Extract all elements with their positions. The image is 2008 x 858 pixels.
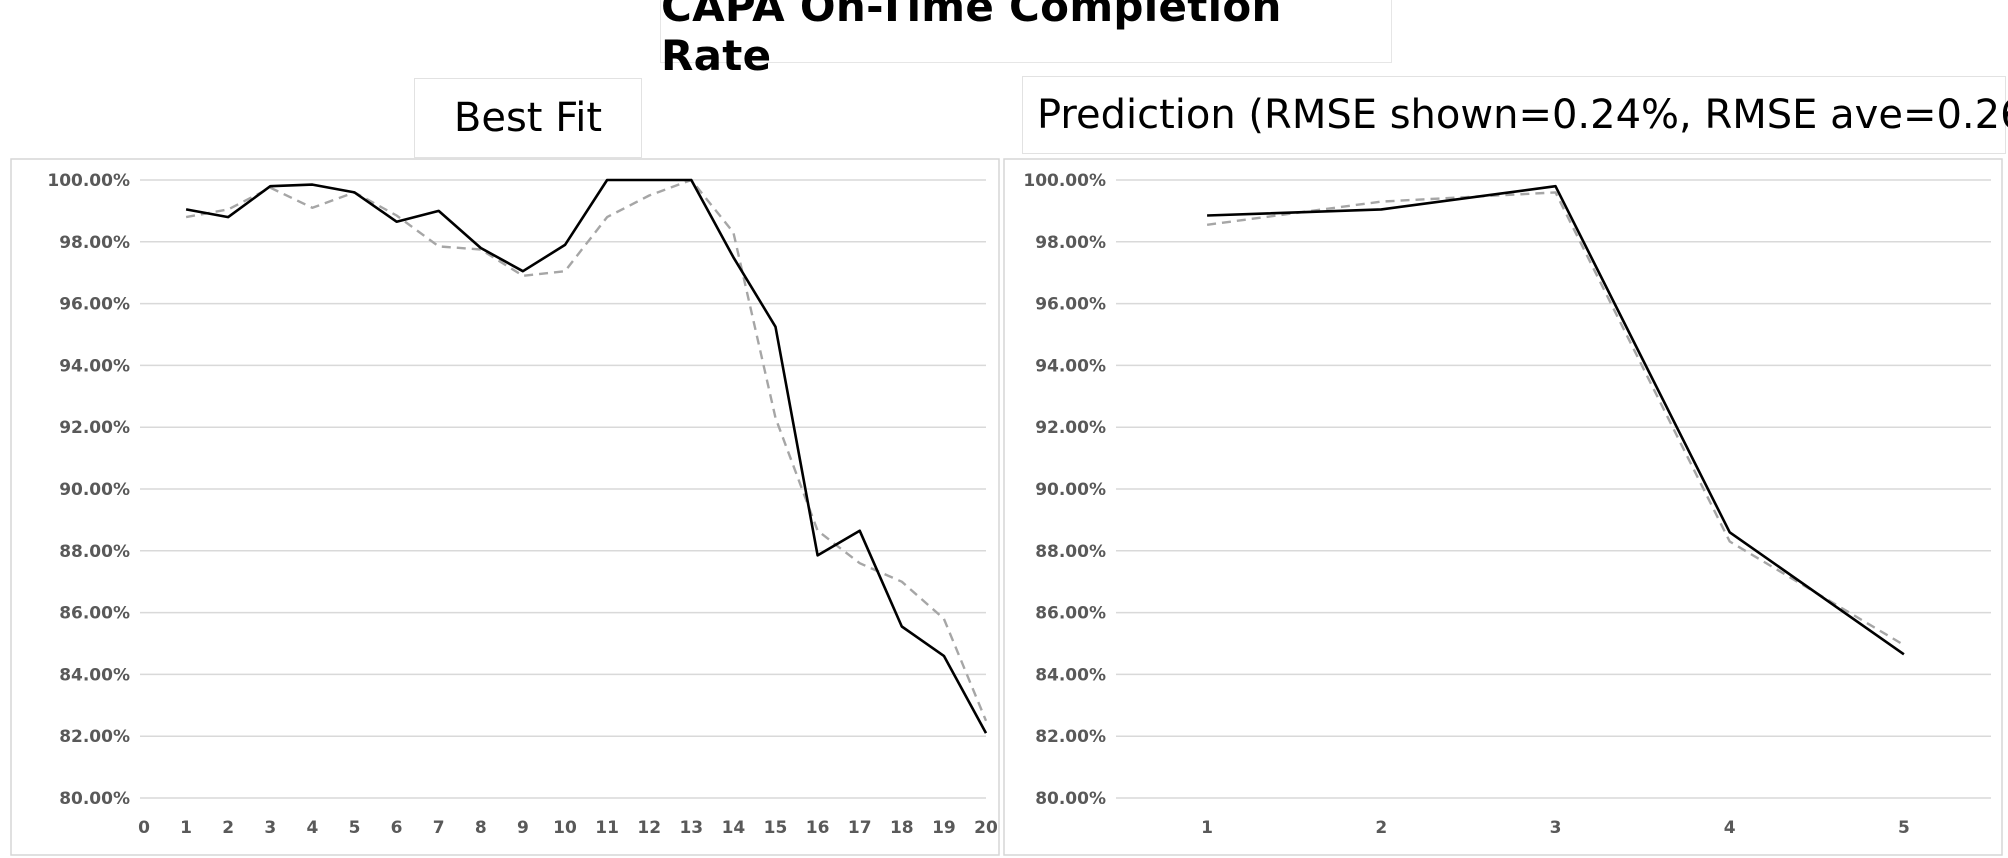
x-tick-label: 14 (722, 818, 746, 838)
x-tick-label: 11 (595, 818, 619, 838)
actual-series-line (185, 178, 988, 734)
x-tick-label: 4 (1724, 818, 1736, 838)
left-subtitle: Best Fit (453, 95, 603, 141)
fitted-series-line (185, 178, 988, 722)
y-tick-label: 96.00% (1035, 295, 1106, 315)
y-tick-label: 80.00% (59, 789, 130, 809)
x-tick-label: 20 (974, 818, 998, 838)
x-tick-label: 19 (932, 818, 956, 838)
y-tick-label: 86.00% (1035, 604, 1106, 624)
x-tick-label: 8 (475, 818, 487, 838)
actual-series-line (1207, 184, 1905, 656)
right-subtitle-box: Prediction (RMSE shown=0.24%, RMSE ave=0… (1022, 76, 2008, 154)
y-tick-label: 82.00% (1035, 727, 1106, 747)
y-tick-label: 98.00% (59, 233, 130, 253)
chart-title: CAPA On-Time Completion Rate (661, 0, 1282, 80)
y-tick-label: 82.00% (59, 727, 130, 747)
plot-frame (10, 158, 1000, 856)
x-tick-label: 18 (890, 818, 914, 838)
x-tick-label: 9 (517, 818, 529, 838)
left-subtitle-box: Best Fit (414, 78, 642, 158)
x-tick-label: 10 (553, 818, 577, 838)
y-tick-label: 84.00% (59, 665, 130, 685)
y-tick-label: 84.00% (1035, 665, 1106, 685)
y-tick-label: 98.00% (1035, 233, 1106, 253)
fitted-series-line (1206, 191, 1905, 647)
x-tick-label: 0 (138, 818, 150, 838)
y-tick-label: 94.00% (1035, 356, 1106, 376)
x-tick-label: 7 (433, 818, 445, 838)
plot-frame (1003, 158, 2003, 856)
x-tick-label: 13 (679, 818, 703, 838)
y-tick-label: 92.00% (1035, 418, 1106, 438)
chart-title-box: CAPA On-Time Completion Rate (660, 0, 1392, 80)
y-tick-label: 86.00% (59, 604, 130, 624)
x-tick-label: 1 (1201, 818, 1213, 838)
y-tick-label: 88.00% (59, 542, 130, 562)
x-tick-label: 12 (637, 818, 661, 838)
x-tick-label: 3 (264, 818, 276, 838)
y-tick-label: 90.00% (1035, 480, 1106, 500)
y-tick-label: 96.00% (59, 295, 130, 315)
y-tick-label: 90.00% (59, 480, 130, 500)
x-tick-label: 1 (180, 818, 192, 838)
x-tick-label: 2 (222, 818, 234, 838)
right-subtitle: Prediction (RMSE shown=0.24%, RMSE ave=0… (1037, 92, 2008, 138)
y-tick-label: 80.00% (1035, 789, 1106, 809)
y-tick-label: 94.00% (59, 356, 130, 376)
x-tick-label: 6 (391, 818, 403, 838)
x-tick-label: 17 (848, 818, 872, 838)
x-tick-label: 2 (1375, 818, 1387, 838)
x-tick-label: 5 (1898, 818, 1910, 838)
x-tick-label: 3 (1550, 818, 1562, 838)
y-tick-label: 88.00% (1035, 542, 1106, 562)
prediction-chart: 80.00% 82.00% 84.00% 86.00% 88.00% 90.00% 92.0… (1003, 158, 2003, 856)
y-tick-label: 100.00% (47, 171, 130, 191)
x-tick-label: 16 (806, 818, 830, 838)
x-tick-label: 15 (764, 818, 788, 838)
x-tick-label: 5 (349, 818, 361, 838)
x-tick-label: 4 (306, 818, 318, 838)
y-tick-label: 100.00% (1023, 171, 1106, 191)
y-tick-label: 92.00% (59, 418, 130, 438)
best-fit-chart: 80.00% 82.00% 84.00% 86.00% 88.00% 90.00% 92.0… (10, 158, 1000, 856)
